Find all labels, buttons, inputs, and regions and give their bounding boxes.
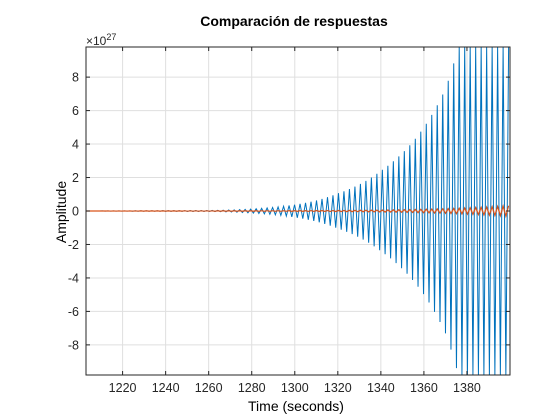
x-axis-ticks: 1220 1240 1260 1280 1300 1320 1340 1360 1380 — [109, 47, 481, 395]
y-tick-label: -6 — [68, 305, 79, 319]
y-tick-label: -4 — [68, 271, 79, 285]
x-tick-label: 1300 — [281, 381, 309, 395]
series-layer — [85, 46, 510, 376]
x-tick-label: 1360 — [410, 381, 438, 395]
y-exponent-base: ×10 — [86, 34, 107, 48]
y-tick-label: 0 — [72, 205, 79, 219]
y-tick-label: 6 — [72, 104, 79, 118]
y-tick-label: -8 — [68, 338, 79, 352]
y-exponent-label: ×1027 — [86, 32, 116, 48]
chart-title: Comparación de respuestas — [200, 13, 388, 29]
y-tick-label: 4 — [72, 138, 79, 152]
y-tick-label: -2 — [68, 238, 79, 252]
y-tick-label: 2 — [72, 171, 79, 185]
x-tick-label: 1340 — [367, 381, 395, 395]
x-tick-label: 1380 — [453, 381, 481, 395]
y-exponent-power: 27 — [106, 32, 116, 42]
series-line-2 — [86, 203, 510, 219]
x-tick-label: 1280 — [238, 381, 266, 395]
x-tick-label: 1240 — [152, 381, 180, 395]
x-axis-label: Time (seconds) — [248, 398, 344, 414]
x-tick-label: 1220 — [109, 381, 137, 395]
y-axis-label: Amplitude — [53, 181, 69, 243]
y-tick-label: 8 — [72, 71, 79, 85]
x-tick-label: 1320 — [324, 381, 352, 395]
x-tick-label: 1260 — [195, 381, 223, 395]
y-axis-ticks: -8 -6 -4 -2 0 2 4 6 8 — [68, 71, 510, 352]
